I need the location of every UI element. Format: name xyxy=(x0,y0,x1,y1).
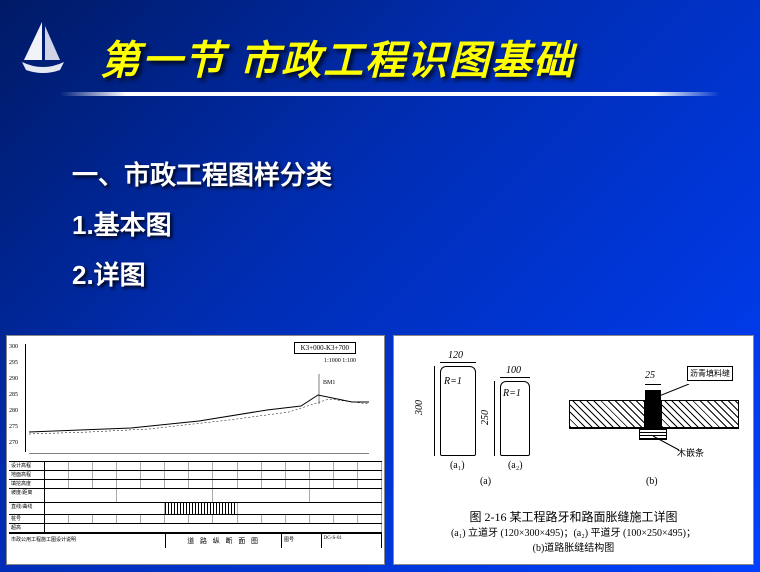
title-underline xyxy=(60,92,720,96)
svg-text:BM1: BM1 xyxy=(323,380,335,386)
footer-drawing-no: DG-S-01 xyxy=(322,534,382,548)
table-row-label: 超高 xyxy=(9,524,45,532)
table-row-label: 地面高程 xyxy=(9,471,45,479)
caption-line2: (a₁) 立道牙 (120×300×495)；(a₂) 平道牙 (100×250… xyxy=(402,526,745,541)
filler-note: 沥青填料缝 xyxy=(687,366,733,381)
table-row-label: 设计高程 xyxy=(9,462,45,470)
footer-drawing-no-label: 图号 xyxy=(282,534,322,548)
pavement-left xyxy=(569,400,645,428)
pavement-right xyxy=(661,400,739,428)
footer-left: 市政公用工程施工图设计说明 xyxy=(9,534,166,548)
dim-a2-height: 250 xyxy=(480,410,491,425)
y-tick: 285 xyxy=(9,392,18,398)
y-tick: 275 xyxy=(9,424,18,430)
dim-a1-height: 300 xyxy=(414,400,425,415)
dim-line xyxy=(440,362,476,363)
sublabel-a1: (a₁) xyxy=(450,460,465,471)
figure-detail: 120 300 R=1 (a₁) 100 250 R=1 (a₂) (a) 25 xyxy=(393,335,754,565)
leader-line xyxy=(659,384,709,404)
y-tick: 280 xyxy=(9,408,18,414)
dim-line xyxy=(500,377,530,378)
sublabel-a2: (a₂) xyxy=(508,460,523,471)
slide-title: 第一节 市政工程识图基础 xyxy=(100,28,740,86)
table-row-label: 坡度/距离 xyxy=(9,489,45,502)
y-tick: 290 xyxy=(9,376,18,382)
y-tick: 270 xyxy=(9,440,18,446)
table-row-label: 填挖高度 xyxy=(9,480,45,488)
dim-a2-width: 100 xyxy=(506,365,521,376)
y-tick: 295 xyxy=(9,360,18,366)
profile-line-chart: BM1 xyxy=(29,344,369,454)
base-line xyxy=(569,428,739,429)
figure-profile: K3+000-K3+700 1:1000 1:100 270 275 280 2… xyxy=(6,335,385,565)
r-label-a1: R=1 xyxy=(444,376,462,387)
figure-caption: 图 2-16 某工程路牙和路面胀缝施工详图 (a₁) 立道牙 (120×300×… xyxy=(394,504,753,564)
dim-line xyxy=(434,366,435,456)
dim-joint-width: 25 xyxy=(645,370,655,381)
wood-note: 木嵌条 xyxy=(677,446,704,459)
caption-line3: (b)道路胀缝结构图 xyxy=(402,541,745,556)
sailboat-icon xyxy=(18,18,68,78)
sublabel-b: (b) xyxy=(646,476,658,487)
figure-row: K3+000-K3+700 1:1000 1:100 270 275 280 2… xyxy=(6,335,754,565)
r-label-a2: R=1 xyxy=(503,388,521,399)
dim-line xyxy=(494,381,495,456)
dim-a1-width: 120 xyxy=(448,350,463,361)
expansion-joint: 25 沥青填料缝 木嵌条 xyxy=(569,366,739,476)
sublabel-a: (a) xyxy=(480,476,491,487)
y-axis-line xyxy=(25,344,26,452)
table-row-label: 桩号 xyxy=(9,515,45,523)
profile-data-table: 设计高程 地面高程 填挖高度 坡度/距离 直线/曲线 桩号 超高 市政公用工程施… xyxy=(9,461,382,562)
bullet-1: 1.基本图 xyxy=(72,205,172,242)
heading-section: 一、市政工程图样分类 xyxy=(72,155,332,192)
table-row-label: 直线/曲线 xyxy=(9,503,45,514)
footer-title: 道 路 纵 断 面 图 xyxy=(166,534,282,548)
bullet-2: 2.详图 xyxy=(72,255,146,292)
detail-drawings: 120 300 R=1 (a₁) 100 250 R=1 (a₂) (a) 25 xyxy=(394,336,753,504)
y-tick: 300 xyxy=(9,344,18,350)
caption-title: 图 2-16 某工程路牙和路面胀缝施工详图 xyxy=(402,508,745,526)
